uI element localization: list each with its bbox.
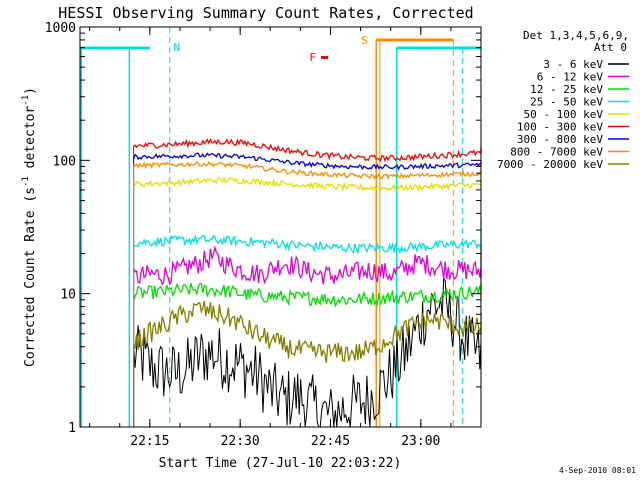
y-axis-label-sup1: -1 (21, 176, 31, 187)
legend-entry-label: 6 - 12 keV (537, 71, 604, 84)
y-axis-label-sup2: -1 (21, 95, 31, 106)
legend-entry-label: 3 - 6 keV (543, 58, 603, 71)
legend-entry-label: 800 - 7000 keV (510, 146, 603, 159)
legend-header-line1: Det 1,3,4,5,6,9, (523, 29, 629, 42)
series-layer (132, 137, 482, 428)
legend-entry-label: 7000 - 20000 keV (497, 158, 603, 171)
legend-entry-label: 12 - 25 keV (530, 83, 603, 96)
legend-header-line2: Att 0 (594, 41, 627, 54)
series-line (133, 219, 482, 255)
series-line (133, 277, 482, 428)
axis-layer: 22:15 22:30 22:45 23:00 1 10 100 1000 (45, 21, 481, 449)
flag-label: S (361, 34, 368, 47)
flag-label: N (173, 41, 180, 54)
flare-flag-mark (321, 56, 328, 59)
series-line (132, 281, 482, 308)
x-axis-label: Start Time (27-Jul-10 22:03:22) (159, 456, 402, 471)
plot-frame (79, 26, 482, 428)
timestamp: 4-Sep-2010 08:01 (559, 466, 636, 475)
x-tick-label: 23:00 (401, 434, 440, 449)
x-tick-label: 22:15 (130, 434, 169, 449)
y-tick-label: 10 (60, 288, 76, 303)
y-tick-label: 100 (53, 154, 76, 169)
y-tick-label: 1 (68, 421, 76, 436)
y-axis-label: Corrected Count Rate (s-1 detector-1) (21, 87, 38, 367)
y-tick-label: 1000 (45, 21, 76, 36)
series-line (133, 137, 482, 163)
annotation-layer: N S F (173, 34, 367, 64)
x-tick-label: 22:30 (221, 434, 260, 449)
series-line (133, 244, 482, 286)
legend-entry-label: 25 - 50 keV (530, 96, 603, 109)
y-axis-label-mid: detector (23, 106, 38, 177)
y-axis-label-main: Corrected Count Rate (s (23, 187, 38, 367)
flag-label: F (309, 51, 316, 64)
x-tick-label: 22:45 (311, 434, 350, 449)
y-axis-label-end: ) (23, 87, 38, 95)
series-line (133, 176, 482, 192)
chart-title: HESSI Observing Summary Count Rates, Cor… (58, 4, 473, 22)
legend-entry-label: 50 - 100 keV (524, 108, 604, 121)
legend-entry-label: 300 - 800 keV (517, 133, 603, 146)
legend-entry-label: 100 - 300 keV (517, 121, 603, 134)
flag-layer (80, 27, 481, 427)
